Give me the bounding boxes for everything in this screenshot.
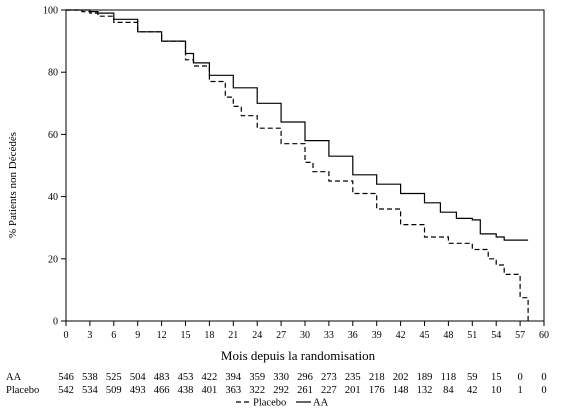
y-axis-title: % Patients non Décédés <box>7 132 19 238</box>
at-risk-value: 176 <box>369 385 385 396</box>
x-tick-label: 24 <box>252 330 262 341</box>
at-risk-value: 0 <box>541 372 546 383</box>
legend-label-placebo: Placebo <box>253 398 286 409</box>
at-risk-value: 453 <box>178 372 194 383</box>
x-tick-label: 42 <box>396 330 406 341</box>
at-risk-value: 504 <box>130 372 147 383</box>
at-risk-value: 322 <box>249 385 265 396</box>
y-tick-label: 60 <box>48 130 58 141</box>
at-risk-value: 0 <box>517 372 522 383</box>
at-risk-value: 1 <box>517 385 522 396</box>
at-risk-value: 438 <box>178 385 194 396</box>
at-risk-row-label: AA <box>6 372 22 383</box>
x-tick-label: 21 <box>228 330 238 341</box>
at-risk-value: 0 <box>541 385 546 396</box>
at-risk-value: 401 <box>202 385 218 396</box>
y-tick-label: 40 <box>48 192 58 203</box>
y-tick-label: 100 <box>43 6 58 17</box>
at-risk-value: 330 <box>273 372 289 383</box>
at-risk-value: 509 <box>106 385 122 396</box>
series-line-placebo <box>66 9 529 321</box>
y-tick-label: 0 <box>53 317 58 328</box>
y-tick-label: 20 <box>48 254 58 265</box>
at-risk-value: 292 <box>273 385 289 396</box>
at-risk-value: 218 <box>369 372 385 383</box>
at-risk-value: 227 <box>321 385 337 396</box>
at-risk-value: 466 <box>154 385 170 396</box>
at-risk-value: 189 <box>417 372 433 383</box>
at-risk-value: 493 <box>130 385 146 396</box>
x-tick-label: 27 <box>276 330 286 341</box>
legend: Placebo AA <box>236 398 329 409</box>
x-axis: 0 3 6 9 12 15 18 21 24 27 30 33 36 39 42 45 48 51 54 57 60 <box>64 321 549 341</box>
series-line-aa <box>66 9 529 241</box>
x-tick-label: 0 <box>64 330 69 341</box>
at-risk-value: 363 <box>225 385 241 396</box>
x-tick-label: 15 <box>181 330 191 341</box>
plot-border <box>65 9 545 322</box>
at-risk-value: 10 <box>491 385 502 396</box>
at-risk-value: 148 <box>393 385 409 396</box>
at-risk-value: 273 <box>321 372 337 383</box>
x-tick-label: 3 <box>87 330 92 341</box>
at-risk-value: 534 <box>82 385 99 396</box>
x-axis-title: Mois depuis la randomisation <box>221 348 376 363</box>
at-risk-value: 296 <box>297 372 313 383</box>
x-tick-label: 51 <box>467 330 477 341</box>
at-risk-value: 359 <box>249 372 265 383</box>
series-layer <box>66 9 529 321</box>
at-risk-value: 394 <box>225 372 242 383</box>
at-risk-value: 202 <box>393 372 409 383</box>
x-tick-label: 30 <box>300 330 310 341</box>
y-axis: 0 20 40 60 80 100 <box>43 6 66 328</box>
x-tick-label: 6 <box>111 330 116 341</box>
at-risk-value: 84 <box>443 385 454 396</box>
x-tick-label: 54 <box>491 330 501 341</box>
at-risk-value: 42 <box>467 385 478 396</box>
x-tick-label: 18 <box>204 330 214 341</box>
at-risk-value: 525 <box>106 372 122 383</box>
at-risk-row-label: Placebo <box>6 385 39 396</box>
x-tick-label: 36 <box>348 330 358 341</box>
x-tick-label: 12 <box>157 330 167 341</box>
at-risk-value: 483 <box>154 372 170 383</box>
at-risk-value: 542 <box>58 385 74 396</box>
at-risk-value: 235 <box>345 372 361 383</box>
at-risk-value: 15 <box>491 372 502 383</box>
x-tick-label: 48 <box>443 330 453 341</box>
plot-frame <box>65 9 545 322</box>
x-tick-label: 33 <box>324 330 334 341</box>
at-risk-value: 132 <box>417 385 433 396</box>
x-tick-label: 45 <box>420 330 430 341</box>
at-risk-value: 59 <box>467 372 478 383</box>
legend-label-aa: AA <box>313 398 329 409</box>
x-tick-label: 39 <box>372 330 382 341</box>
at-risk-value: 422 <box>202 372 218 383</box>
at-risk-value: 118 <box>441 372 456 383</box>
y-tick-label: 80 <box>48 68 58 79</box>
at-risk-value: 261 <box>297 385 313 396</box>
x-tick-label: 57 <box>515 330 525 341</box>
x-tick-label: 9 <box>135 330 140 341</box>
at-risk-value: 546 <box>58 372 74 383</box>
x-tick-label: 60 <box>539 330 549 341</box>
at-risk-value: 538 <box>82 372 98 383</box>
at-risk-table: AA 546 538 525 504 483 453 422 394 359 330 296 273 23… <box>6 372 547 396</box>
at-risk-value: 201 <box>345 385 361 396</box>
